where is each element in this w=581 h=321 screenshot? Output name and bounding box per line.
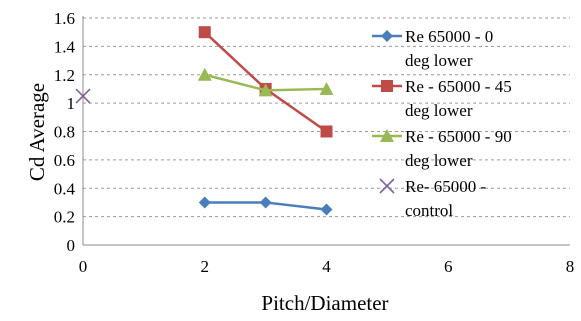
square-marker: [198, 26, 211, 39]
square-marker: [320, 125, 333, 138]
y-tick-label: 0.4: [54, 179, 76, 198]
diamond-marker: [381, 30, 393, 42]
legend-label: Re - 65000 - 90: [405, 127, 512, 146]
legend-label: deg lower: [405, 51, 473, 70]
grid: [83, 17, 570, 218]
x-tick-label: 2: [201, 257, 210, 276]
legend-label: control: [405, 201, 453, 220]
x-axis-title: Pitch/Diameter: [261, 291, 388, 315]
y-tick-label: 0.8: [54, 123, 75, 142]
x-tick-label: 8: [566, 257, 575, 276]
y-axis-title: Cd Average: [25, 83, 49, 181]
legend-entry: Re - 65000 - 45 deg lower: [372, 77, 512, 120]
legend-label: Re- 65000 -: [405, 177, 487, 196]
legend-label: Re 65000 - 0: [405, 27, 493, 46]
legend-label: deg lower: [405, 101, 473, 120]
legend-entry: Re- 65000 - control: [379, 177, 487, 220]
legend: Re 65000 - 0 deg lower Re - 65000 - 45 deg …: [372, 27, 512, 220]
legend-label: deg lower: [405, 151, 473, 170]
y-tick-label: 0.6: [54, 151, 75, 170]
square-marker: [381, 80, 393, 92]
x-tick-label: 6: [444, 257, 453, 276]
diamond-marker: [198, 196, 211, 209]
series-0: [198, 196, 333, 216]
x-marker-stroke: [379, 178, 395, 194]
series-1: [198, 26, 333, 138]
triangle-marker: [197, 67, 212, 81]
y-tick-label: 1.6: [54, 9, 75, 28]
y-tick-label: 1.2: [54, 66, 75, 85]
series-3: [75, 88, 91, 104]
series-2: [197, 67, 334, 97]
y-tick-label: 1: [67, 94, 76, 113]
x-tick-label: 0: [79, 257, 88, 276]
legend-label: Re - 65000 - 45: [405, 77, 512, 96]
legend-entry: Re - 65000 - 90 deg lower: [372, 127, 512, 170]
x-tick-label: 4: [322, 257, 331, 276]
y-tick-label: 1.4: [54, 37, 76, 56]
axes: 0 0.2 0.4 0.6 0.8 1 1.2 1.4 1.6 0 2 4 6 8: [54, 9, 575, 276]
series: [75, 26, 334, 216]
series-line: [203, 31, 328, 133]
legend-entry: Re 65000 - 0 deg lower: [372, 27, 493, 70]
x-marker-stroke: [75, 88, 91, 104]
triangle-marker: [319, 81, 334, 95]
y-tick-label: 0: [67, 236, 76, 255]
triangle-marker: [258, 83, 273, 97]
y-tick-label: 0.2: [54, 208, 75, 227]
triangle-marker: [380, 129, 394, 142]
diamond-marker: [259, 196, 272, 209]
diamond-marker: [320, 203, 333, 216]
